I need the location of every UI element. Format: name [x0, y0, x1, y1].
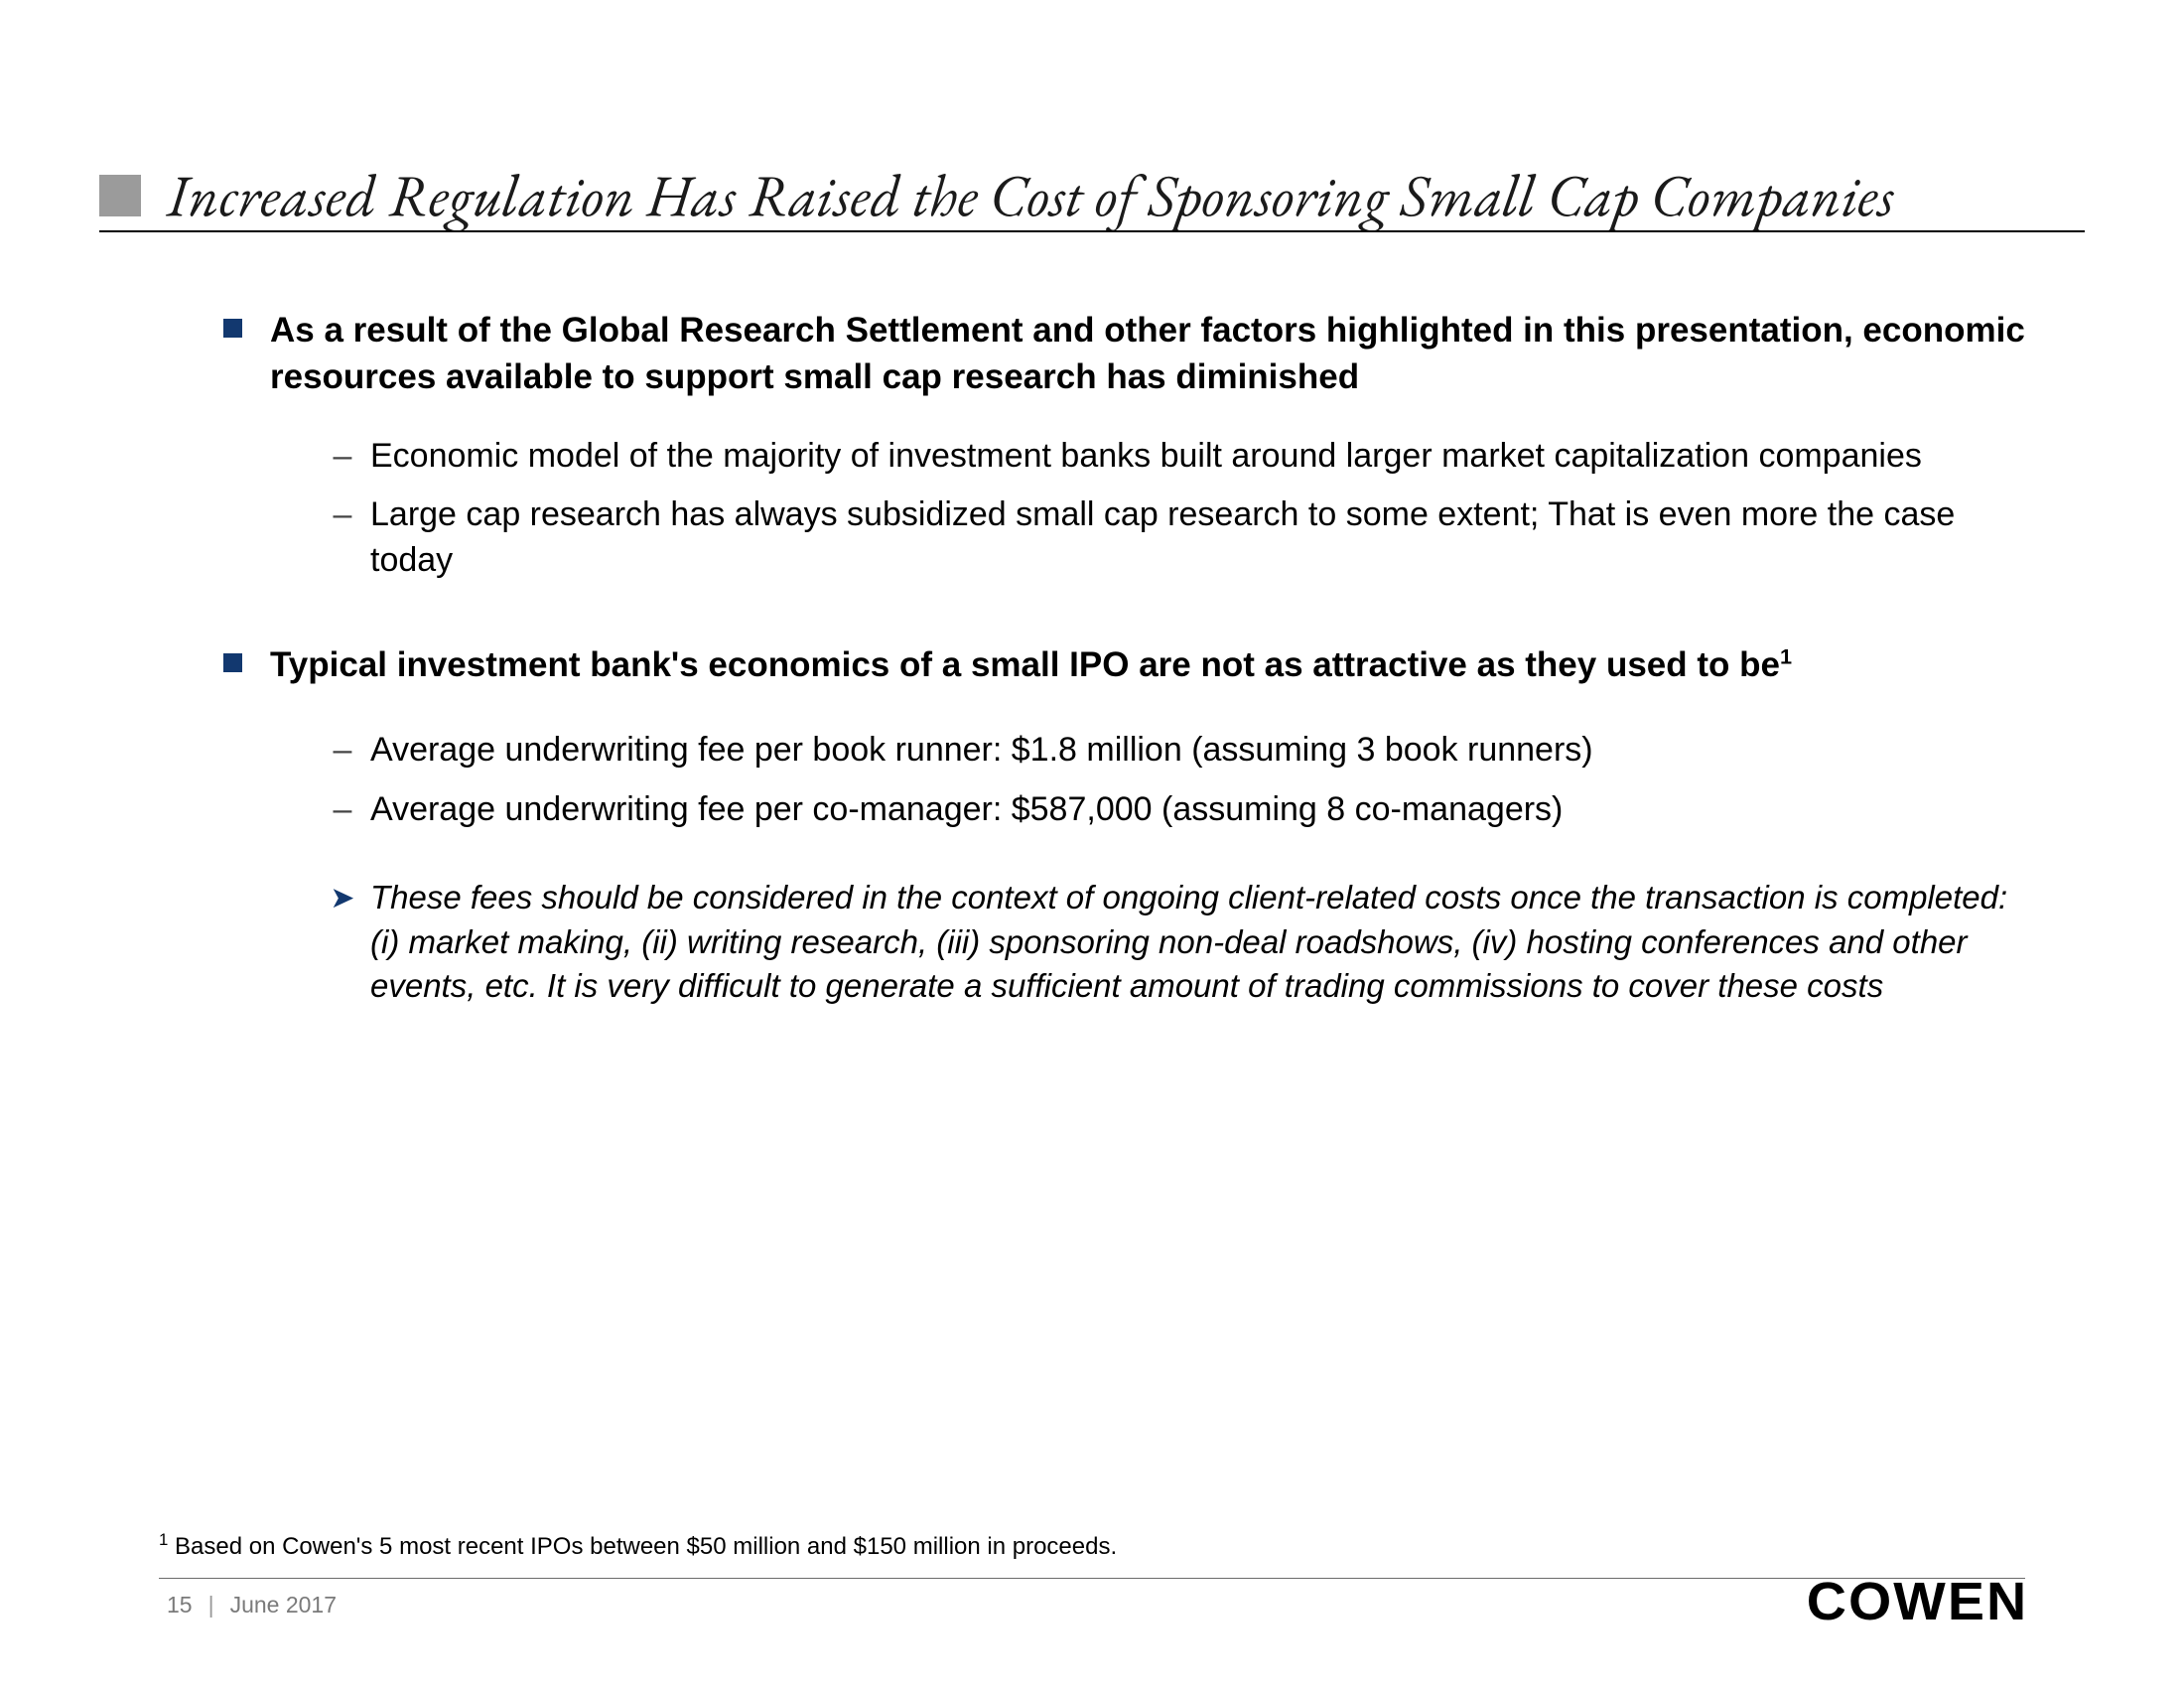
cowen-logo: COWEN [1807, 1571, 2028, 1632]
bullet-level2: – Average underwriting fee per book runn… [315, 728, 2025, 773]
sub-bullet-text: Average underwriting fee per co-manager:… [370, 787, 1563, 832]
slide-body: As a result of the Global Research Settl… [223, 298, 2025, 1009]
square-bullet-icon [223, 319, 242, 338]
title-square-accent [99, 175, 141, 216]
footnote-number: 1 [159, 1530, 168, 1549]
arrow-note-text: These fees should be considered in the c… [370, 876, 2025, 1010]
footer-separator: | [208, 1592, 214, 1618]
bullet-level3: ➤ These fees should be considered in the… [315, 876, 2025, 1010]
footnote-text: Based on Cowen's 5 most recent IPOs betw… [175, 1533, 1117, 1560]
square-bullet-icon [223, 653, 242, 672]
slide-title: Increased Regulation Has Raised the Cost… [167, 157, 1894, 233]
footnote-marker: 1 [1780, 643, 1792, 668]
dash-bullet-icon: – [315, 492, 370, 582]
bullet-level1: As a result of the Global Research Settl… [223, 308, 2025, 400]
bullet-text-main: Typical investment bank's economics of a… [270, 645, 1780, 684]
bullet-level2: – Economic model of the majority of inve… [315, 434, 2025, 479]
bullet-level1: Typical investment bank's economics of a… [223, 642, 2025, 689]
title-underline [99, 230, 2085, 232]
bullet-text: Typical investment bank's economics of a… [270, 642, 1792, 689]
dash-bullet-icon: – [315, 434, 370, 479]
bullet-text: As a result of the Global Research Settl… [270, 308, 2025, 400]
footer-date: June 2017 [230, 1592, 337, 1618]
footnote: 1 Based on Cowen's 5 most recent IPOs be… [159, 1533, 1117, 1561]
sub-bullet-text: Economic model of the majority of invest… [370, 434, 1922, 479]
dash-bullet-icon: – [315, 728, 370, 773]
sub-bullet-text: Large cap research has always subsidized… [370, 492, 2025, 582]
sub-bullet-text: Average underwriting fee per book runner… [370, 728, 1593, 773]
arrow-bullet-icon: ➤ [315, 876, 370, 1010]
slide-title-row: Increased Regulation Has Raised the Cost… [99, 157, 2085, 233]
footer: 15 | June 2017 [167, 1592, 337, 1618]
dash-bullet-icon: – [315, 787, 370, 832]
page-number: 15 [167, 1592, 193, 1618]
bullet-level2: – Large cap research has always subsidiz… [315, 492, 2025, 582]
bullet-level2: – Average underwriting fee per co-manage… [315, 787, 2025, 832]
footer-rule [159, 1578, 2025, 1579]
